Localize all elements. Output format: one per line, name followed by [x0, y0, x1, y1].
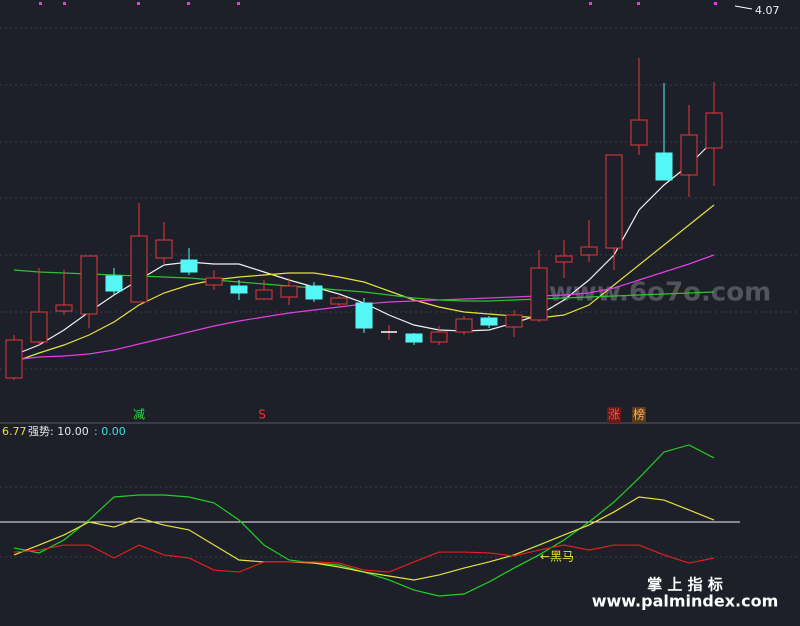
candle-body	[180, 259, 198, 273]
indicator-header: 强势: 10.00	[28, 425, 89, 438]
candle-body	[655, 152, 673, 181]
annotation: ←黑马	[540, 550, 574, 564]
candle-body	[605, 154, 623, 249]
brand-url: www.palmindex.com	[592, 592, 779, 611]
candle-body	[405, 333, 423, 343]
candle-body	[155, 239, 173, 259]
candle-body	[330, 297, 348, 305]
candle-body	[5, 339, 23, 379]
candle-body	[630, 119, 648, 146]
watermark: www.6o7o.com	[549, 278, 771, 308]
indicator-line	[13, 544, 715, 573]
candle-body	[80, 255, 98, 315]
annotation-box	[632, 407, 646, 423]
price-label: 4.07	[755, 4, 780, 17]
top-markers	[39, 2, 717, 5]
candle-body	[305, 285, 323, 300]
candle-body	[680, 134, 698, 176]
grid	[0, 27, 800, 558]
indicator-line	[13, 204, 715, 363]
candle-body	[555, 255, 573, 263]
annotation: 减	[133, 408, 145, 422]
candle-body	[455, 318, 473, 333]
candle-body	[30, 311, 48, 343]
candle-body	[205, 277, 223, 286]
brand: 掌 上 指 标	[647, 576, 723, 594]
indicator-header: 6.77	[2, 425, 27, 438]
candle-body	[480, 317, 498, 326]
annotation-box	[607, 407, 621, 423]
price-pointer	[734, 5, 753, 10]
annotation: S	[258, 408, 266, 422]
candle-body	[230, 285, 248, 294]
candle-body	[255, 289, 273, 300]
candle-body	[580, 246, 598, 256]
candle-body	[705, 112, 723, 149]
annotation: 榜	[633, 407, 645, 422]
candle-body	[355, 302, 373, 329]
indicator-line	[13, 496, 715, 581]
candle-body	[505, 314, 523, 328]
indicator-header: : 0.00	[94, 425, 126, 438]
candle-body	[55, 304, 73, 312]
candle-body	[430, 331, 448, 343]
annotation: 涨	[608, 407, 620, 422]
candle-body	[130, 235, 148, 303]
candle-body	[280, 285, 298, 298]
candle-body	[530, 267, 548, 321]
candle-body	[105, 275, 123, 292]
